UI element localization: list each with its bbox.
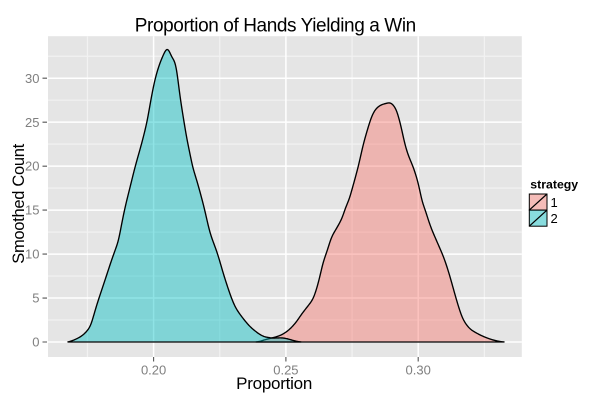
svg-text:1: 1 xyxy=(551,195,558,210)
svg-text:20: 20 xyxy=(25,159,39,174)
svg-text:Proportion: Proportion xyxy=(236,374,312,393)
svg-text:10: 10 xyxy=(25,247,39,262)
svg-text:0.20: 0.20 xyxy=(141,362,166,377)
svg-text:2: 2 xyxy=(551,211,558,226)
svg-text:Smoothed Count: Smoothed Count xyxy=(10,143,28,263)
svg-text:5: 5 xyxy=(32,291,39,306)
svg-text:15: 15 xyxy=(25,203,39,218)
svg-text:0.25: 0.25 xyxy=(273,362,298,377)
svg-text:strategy: strategy xyxy=(530,178,578,192)
svg-text:0.30: 0.30 xyxy=(406,362,431,377)
svg-text:25: 25 xyxy=(25,115,39,130)
svg-text:30: 30 xyxy=(25,71,39,86)
svg-text:0: 0 xyxy=(32,335,39,350)
svg-text:Proportion of Hands Yielding a: Proportion of Hands Yielding a Win xyxy=(135,16,416,37)
